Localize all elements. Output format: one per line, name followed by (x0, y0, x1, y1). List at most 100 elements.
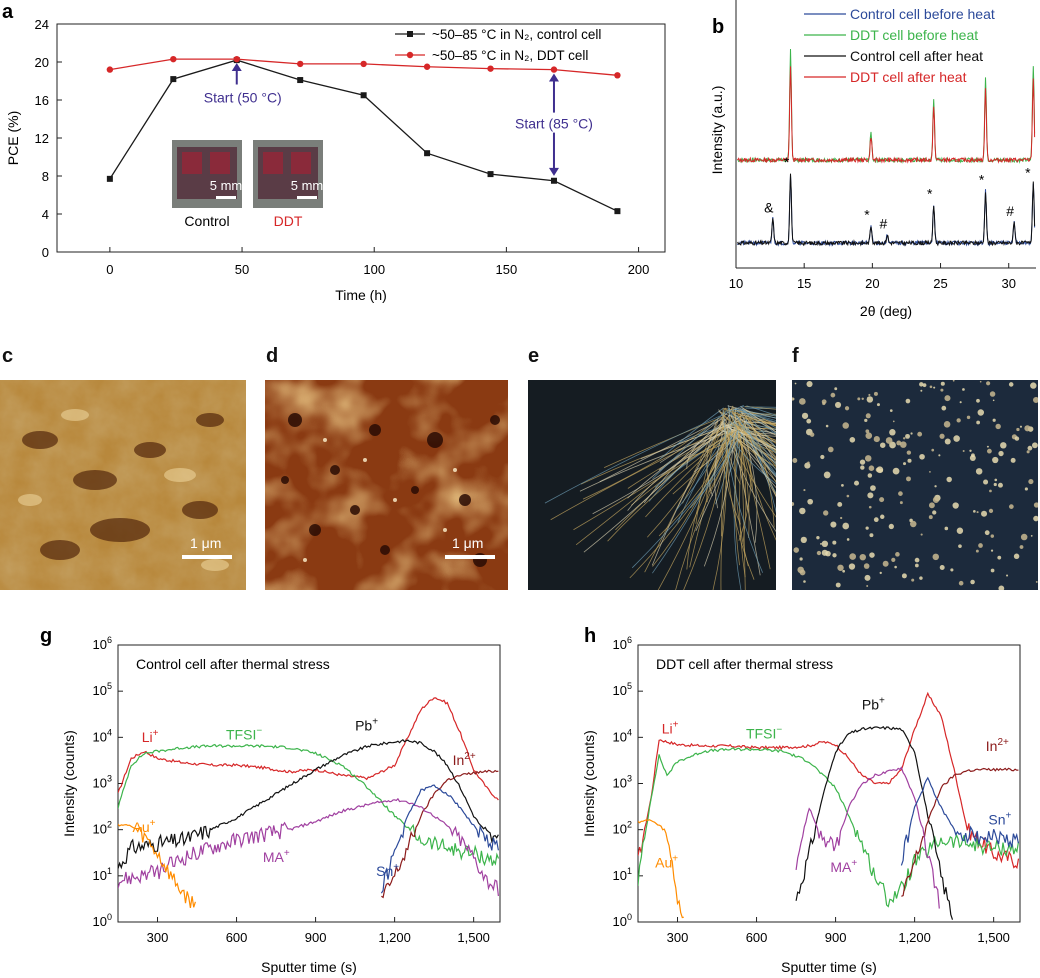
y-tick-label-g: 100 (93, 912, 112, 929)
crystal-strand (722, 424, 776, 450)
crystal-strand (651, 418, 726, 566)
y-tick-label-a: 8 (42, 169, 49, 184)
particle (797, 566, 804, 574)
particle (867, 492, 874, 499)
panel-label-e: e (528, 345, 540, 367)
x-axis-label-b: 2θ (deg) (860, 303, 912, 319)
y-tick-label-g: 103 (93, 774, 112, 791)
annotation-bg-a (495, 112, 612, 133)
data-point-a (550, 177, 557, 184)
particle (859, 459, 866, 465)
particle (865, 432, 873, 439)
particle (976, 511, 979, 514)
particle (1028, 479, 1034, 485)
legend-label-b: Control cell before heat (850, 6, 995, 22)
particle (873, 436, 880, 443)
particle (997, 482, 1003, 488)
scale-bar-label-c: 1 μm (190, 535, 222, 551)
y-tick-label-g: 101 (93, 866, 112, 883)
particle (975, 468, 983, 475)
particle (840, 516, 843, 520)
panel-label-h: h (584, 625, 596, 647)
y-tick-label-g: 105 (93, 681, 112, 698)
particle (816, 550, 822, 556)
particle (952, 380, 955, 382)
particle (863, 563, 870, 569)
series-label-g-li: Li+ (142, 728, 159, 745)
particle (910, 520, 917, 528)
crystal-strand (714, 433, 724, 509)
series-line-g-in (381, 769, 499, 899)
particle (846, 538, 850, 541)
crystal-strand (592, 414, 742, 515)
crystal-strand (718, 428, 771, 470)
particle (792, 397, 795, 401)
particle (848, 563, 856, 570)
crystal-strand (607, 424, 744, 542)
particle (1008, 382, 1014, 387)
chart-g: g 100 101 102 103 104 105 106 300 600 900 1,200 1,50… (40, 625, 501, 975)
series-label-g-au: Au+ (132, 818, 155, 835)
particle (939, 565, 945, 570)
particle (793, 547, 800, 553)
particle (914, 563, 919, 568)
y-tick-label-g: 106 (93, 635, 112, 652)
particle (868, 465, 875, 471)
particle (958, 544, 962, 548)
particle (864, 574, 871, 581)
particle (859, 553, 866, 561)
particle (888, 523, 894, 530)
crystal-strand (732, 427, 776, 477)
particle (825, 424, 829, 428)
crystal-strand (739, 406, 776, 408)
particle (906, 450, 912, 455)
panel-label-g: g (40, 625, 52, 647)
particle (940, 388, 944, 392)
data-point-a (170, 76, 177, 83)
scale-bar-label-d: 1 μm (452, 535, 484, 551)
particle (938, 454, 941, 457)
y-tick-label-g: 102 (93, 820, 112, 837)
series-label-h-in: In2+ (986, 737, 1009, 754)
peak-label-b: * (1025, 165, 1031, 181)
chart-a: a 0 4 8 12 16 20 24 0 50 100 150 200 Time (h) PCE (%) ~… (2, 1, 666, 303)
crystal-strand (746, 428, 776, 441)
particle (816, 535, 820, 540)
x-axis-label-a: Time (h) (335, 287, 387, 303)
series-label-h-li: Li+ (662, 720, 679, 737)
peak-label-b: * (979, 172, 985, 188)
crystal-strand (732, 413, 776, 467)
y-tick-label-a: 4 (42, 207, 49, 222)
particle (868, 505, 872, 509)
particle (1030, 535, 1033, 537)
crystal-strand (719, 410, 776, 461)
data-point-a (487, 65, 494, 72)
x-tick-label-g: 1,200 (378, 930, 411, 945)
particle (880, 442, 886, 448)
particle (882, 560, 889, 567)
particle (946, 476, 952, 483)
series-line-g-sn (380, 784, 499, 894)
particle (834, 387, 838, 391)
optical-image-ddt (792, 380, 1038, 590)
particle (966, 415, 971, 420)
particle (806, 380, 813, 388)
particle (932, 496, 940, 503)
y-tick-label-a: 16 (35, 93, 49, 108)
crystal-strand (745, 416, 776, 494)
particle (857, 397, 861, 401)
legend-label-a: ~50–85 °C in N₂, control cell (432, 27, 601, 42)
particle (866, 396, 874, 403)
particle (873, 391, 878, 396)
particle (1027, 445, 1033, 451)
y-axis-label-a: PCE (%) (5, 111, 21, 165)
data-point-a (360, 92, 367, 99)
device-pixel-control (210, 152, 230, 174)
particle (806, 418, 812, 424)
inset-scale-bar-ddt (297, 196, 317, 199)
particle (807, 498, 814, 505)
particle (879, 497, 885, 503)
afm-image-control: 1 μm (0, 380, 246, 590)
series-line-h-pb (795, 725, 954, 920)
x-tick-label-a: 200 (628, 262, 650, 277)
